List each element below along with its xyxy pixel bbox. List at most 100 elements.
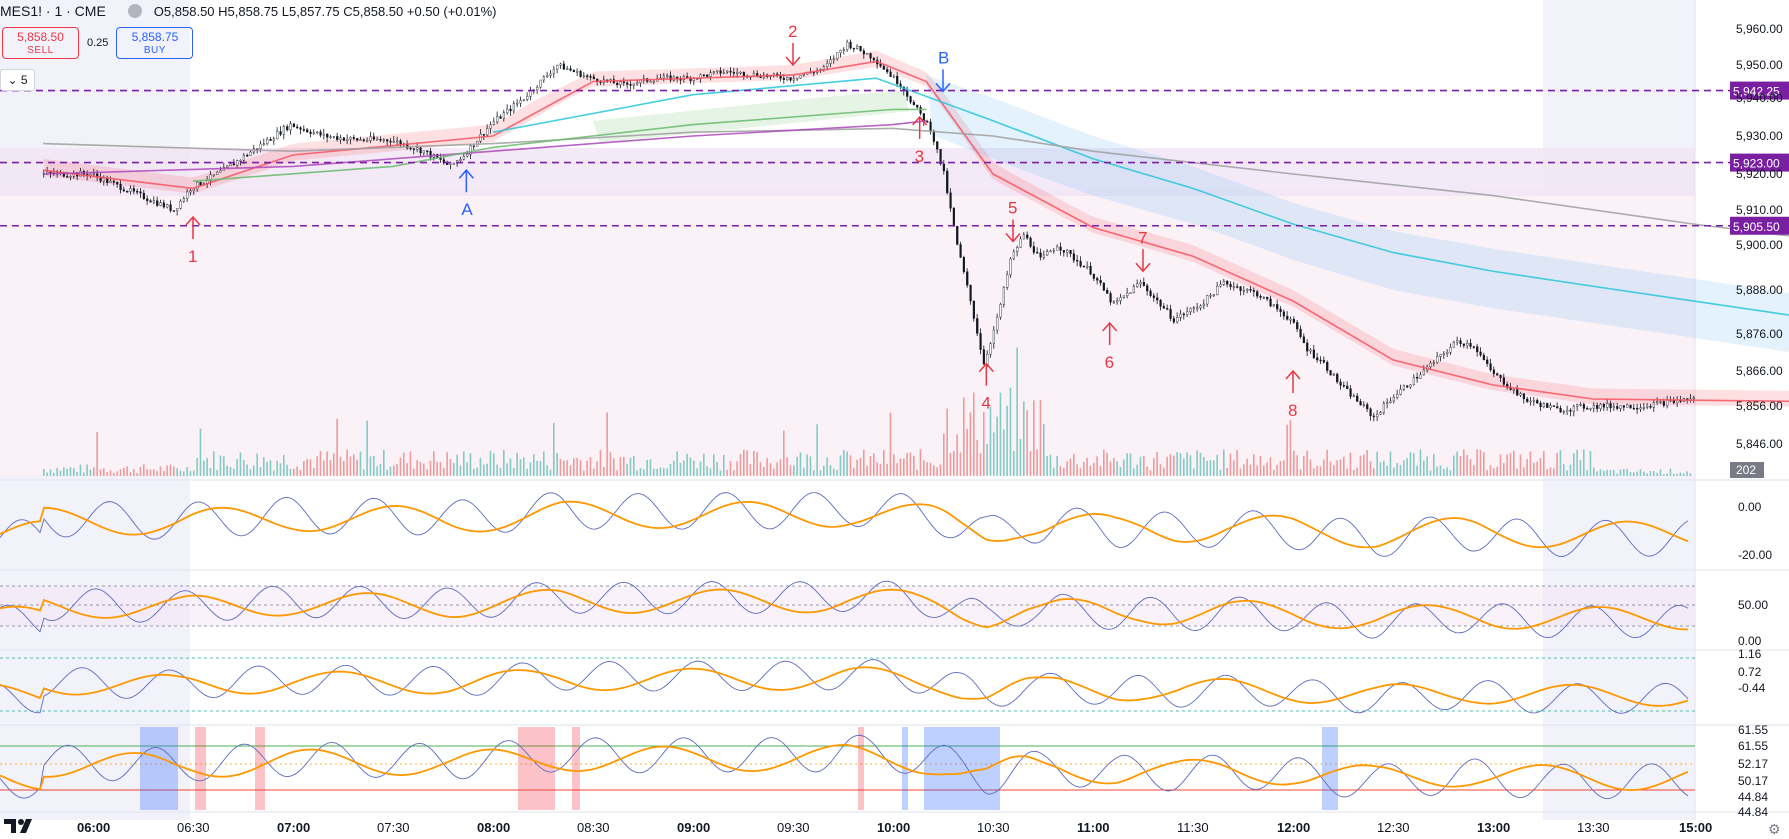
volume-bar (656, 468, 658, 476)
volume-bar (1246, 458, 1248, 476)
candle (1552, 405, 1555, 407)
candle (1279, 308, 1282, 313)
gear-icon[interactable]: ⚙ (1768, 821, 1781, 837)
volume-bar (389, 466, 392, 476)
volume-bar (753, 451, 755, 476)
candle (229, 163, 232, 167)
volume-bar (1129, 453, 1132, 476)
volume-bar (973, 392, 975, 476)
candle (729, 70, 732, 73)
candle (266, 139, 269, 144)
spread-label: 0.25 (87, 37, 109, 49)
volume-bar (1389, 451, 1392, 476)
candle (352, 137, 355, 139)
trade-panel: 5,858.50 SELL 0.25 5,858.75 BUY (2, 27, 194, 59)
candle (1246, 289, 1249, 291)
candle (1419, 374, 1422, 379)
sell-button[interactable]: 5,858.50 SELL (2, 27, 79, 59)
candle (636, 82, 639, 85)
candle (552, 68, 555, 74)
volume-bar (1236, 450, 1238, 476)
volume-bar (1089, 465, 1092, 476)
symbol-title[interactable]: MES1! · 1 · CME (0, 3, 106, 19)
candle (556, 64, 559, 70)
candle (1039, 252, 1042, 258)
candle (626, 82, 629, 85)
candle (246, 155, 249, 157)
candle (92, 173, 95, 176)
volume-bar (1356, 467, 1358, 476)
volume-bar (836, 469, 838, 476)
candle (1159, 299, 1162, 307)
candle (1359, 401, 1362, 406)
candle (1662, 401, 1665, 406)
volume-bar (266, 461, 268, 476)
candle (1402, 385, 1405, 390)
candle (306, 129, 309, 133)
price-tick-label: 5,900.00 (1736, 238, 1783, 252)
candle (232, 163, 235, 166)
annotation-arrowhead (785, 56, 801, 67)
volume-bar (1159, 464, 1162, 476)
volume-bar (46, 472, 48, 476)
time-tick-label: 09:30 (777, 820, 810, 835)
candle (1012, 251, 1015, 260)
volume-bar (946, 408, 948, 476)
price-tick-label: 5,866.00 (1736, 364, 1783, 378)
volume-bar (556, 453, 558, 476)
candle (1349, 388, 1352, 397)
volume-bar (709, 468, 712, 476)
volume-bar (829, 465, 832, 476)
candle (1069, 250, 1072, 254)
volume-bar (879, 463, 882, 476)
annotation-arrowhead (185, 215, 201, 226)
candle (1329, 370, 1332, 376)
candle (1396, 394, 1399, 398)
volume-bar (1446, 467, 1448, 476)
volume-bar (726, 469, 728, 476)
time-tick-label: 07:00 (277, 820, 310, 835)
candle (926, 121, 929, 123)
volume-bar (579, 459, 582, 476)
candle (139, 191, 142, 194)
indicators-toggle-button[interactable]: ⌄ 5 (0, 69, 35, 91)
volume-bar (1666, 473, 1668, 476)
volume-bar (396, 464, 398, 476)
oscillator-line (0, 659, 1689, 714)
volume-bar (846, 451, 848, 476)
candle (429, 151, 432, 158)
volume-bar (1029, 451, 1032, 476)
volume-bar (1626, 468, 1628, 476)
candle (856, 46, 859, 49)
candle (1492, 369, 1495, 374)
market-status-icon[interactable] (127, 4, 142, 18)
volume-bar (83, 472, 85, 476)
candle (1172, 318, 1175, 323)
candle (1539, 402, 1542, 408)
candle (1516, 389, 1519, 396)
volume-bar (1673, 473, 1675, 476)
candle (1472, 346, 1475, 348)
candle (1162, 306, 1165, 309)
candle (1482, 354, 1485, 361)
candle (686, 76, 689, 78)
candle (1576, 404, 1579, 407)
volume-bar (416, 460, 418, 476)
candle (1219, 284, 1222, 287)
volume-bar (683, 460, 685, 476)
candle (149, 200, 152, 203)
candle (79, 171, 82, 177)
candle (1666, 399, 1669, 406)
candle (1252, 290, 1255, 292)
volume-bar (113, 472, 115, 476)
volume-bar (126, 466, 128, 476)
level-price-label: 5,923.00 (1733, 157, 1780, 171)
volume-bar (366, 420, 368, 476)
pane-tick-label: 61.55 (1738, 723, 1768, 737)
buy-button[interactable]: 5,858.75 BUY (116, 27, 194, 59)
volume-bar (969, 412, 972, 476)
candle (192, 188, 195, 191)
volume-bar (1663, 474, 1665, 476)
candle (316, 131, 319, 134)
